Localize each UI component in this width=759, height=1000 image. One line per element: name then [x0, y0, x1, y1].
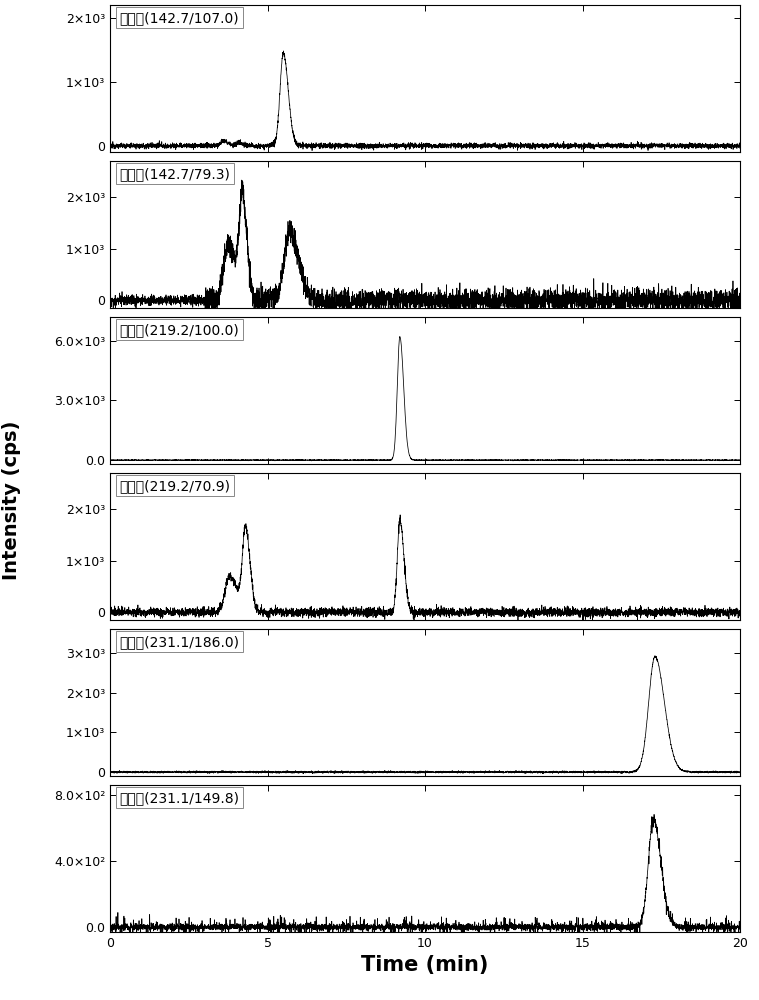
Text: 乙烯利(142.7/107.0): 乙烯利(142.7/107.0) [119, 11, 239, 25]
Text: Intensity (cps): Intensity (cps) [2, 420, 21, 580]
Text: 敛草隆(231.1/186.0): 敛草隆(231.1/186.0) [119, 635, 240, 649]
Text: 乙烯利(142.7/79.3): 乙烯利(142.7/79.3) [119, 167, 231, 181]
X-axis label: Time (min): Time (min) [361, 955, 489, 975]
Text: 噍苯隆(219.2/100.0): 噍苯隆(219.2/100.0) [119, 323, 239, 337]
Text: 敛草隆(231.1/149.8): 敛草隆(231.1/149.8) [119, 791, 240, 805]
Text: 噍苯隆(219.2/70.9): 噍苯隆(219.2/70.9) [119, 479, 231, 493]
